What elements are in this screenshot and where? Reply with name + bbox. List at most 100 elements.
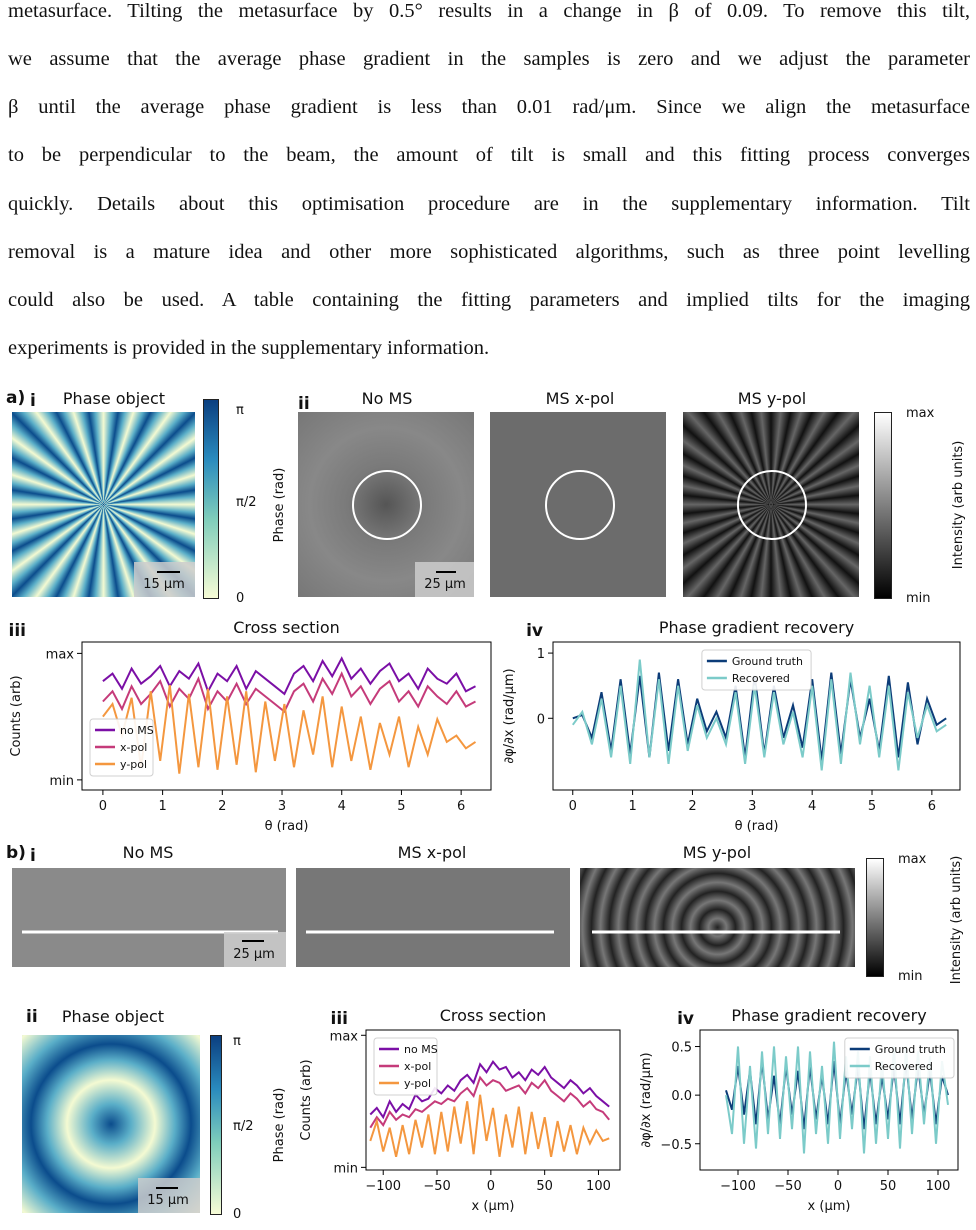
y-axis-label: Counts (arb) xyxy=(9,675,24,756)
panel-label: b) xyxy=(6,843,26,863)
text-line: experiments is provided in the supplemen… xyxy=(8,337,490,359)
legend-label: Ground truth xyxy=(875,1043,946,1056)
image-no-ms xyxy=(298,412,474,597)
x-tick-label: 6 xyxy=(457,799,465,814)
x-tick-label: 50 xyxy=(880,1179,897,1194)
panel-label: iv xyxy=(526,621,543,641)
text-line: to be perpendicular to the beam, the amo… xyxy=(8,144,970,166)
y-tick-label: 0.5 xyxy=(671,1041,692,1056)
text-line: we assume that the average phase gradien… xyxy=(8,48,970,70)
series-line xyxy=(725,1041,949,1154)
series-line xyxy=(369,1075,610,1129)
colorbar-tick-label: 0 xyxy=(236,591,244,606)
colorbar xyxy=(874,412,892,599)
colorbar-tick-label: π/2 xyxy=(236,495,256,510)
image-title: MS y-pol xyxy=(738,389,806,408)
y-tick-label: 0 xyxy=(537,712,545,727)
image-title: No MS xyxy=(123,843,174,862)
y-tick-label: −0.5 xyxy=(660,1138,692,1153)
plot-frame xyxy=(552,641,961,791)
series-line xyxy=(102,671,476,714)
x-tick-label: 0 xyxy=(487,1179,495,1194)
panel-label: iv xyxy=(677,1009,694,1029)
scale-bar-box xyxy=(224,932,286,967)
chart-title: Phase gradient recovery xyxy=(731,1006,926,1025)
x-tick-label: −100 xyxy=(720,1179,756,1194)
colorbar-label: Phase (rad) xyxy=(272,468,287,543)
panel-label: iii xyxy=(331,1009,348,1029)
x-axis-label: x (μm) xyxy=(472,1199,515,1214)
x-tick-label: −50 xyxy=(774,1179,801,1194)
scale-bar-label: 15 μm xyxy=(143,577,185,592)
legend-label: y-pol xyxy=(120,758,147,771)
y-tick-label: max xyxy=(46,647,75,662)
legend-box xyxy=(89,718,154,777)
image-title: MS x-pol xyxy=(546,389,615,408)
scale-bar-box xyxy=(134,562,195,597)
x-tick-label: 100 xyxy=(926,1179,951,1194)
colorbar-tick-label: π xyxy=(236,403,244,418)
legend-label: no MS xyxy=(404,1043,438,1056)
x-tick-label: −100 xyxy=(365,1179,401,1194)
x-tick-label: 5 xyxy=(868,799,876,814)
panel-label: iii xyxy=(9,621,26,641)
legend-label: Recovered xyxy=(875,1060,933,1073)
text-line: β until the average phase gradient is le… xyxy=(8,96,970,118)
colorbar-label: Phase (rad) xyxy=(272,1088,287,1163)
panel-label: i xyxy=(30,391,36,411)
x-axis-label: θ (rad) xyxy=(735,819,779,834)
scale-bar-box xyxy=(415,562,474,597)
series-line xyxy=(369,1094,610,1158)
x-tick-label: 50 xyxy=(536,1179,553,1194)
panel-label: ii xyxy=(298,394,310,414)
scale-bar-label: 25 μm xyxy=(233,947,275,962)
y-tick-label: min xyxy=(49,774,74,789)
circle-marker xyxy=(737,470,807,540)
panel-title: Phase object xyxy=(63,389,165,408)
circle-marker xyxy=(545,470,615,540)
image-y-pol xyxy=(683,412,859,597)
legend-label: Recovered xyxy=(732,672,790,685)
chart-title: Cross section xyxy=(440,1006,547,1025)
x-axis-label: x (μm) xyxy=(808,1199,851,1214)
text-line: removal is a mature idea and other more … xyxy=(8,241,970,263)
colorbar xyxy=(210,1035,222,1215)
scale-bar-label: 15 μm xyxy=(147,1193,189,1208)
legend-box xyxy=(373,1037,438,1096)
y-tick-label: max xyxy=(330,1029,359,1044)
x-tick-label: 3 xyxy=(748,799,756,814)
y-axis-label: ∂φ/∂x (rad/μm) xyxy=(502,668,517,763)
panel-title: Phase object xyxy=(62,1007,164,1026)
text-line: metasurface. Tilting the metasurface by … xyxy=(8,0,970,22)
colorbar-tick-label: π xyxy=(233,1034,241,1049)
colorbar-tick-label: 0 xyxy=(233,1207,241,1222)
colorbar xyxy=(866,858,884,977)
y-tick-label: 0.0 xyxy=(671,1089,692,1104)
x-tick-label: 2 xyxy=(218,799,226,814)
legend-label: Ground truth xyxy=(732,655,803,668)
colorbar-label: Intensity (arb units) xyxy=(949,856,964,985)
image-title: MS x-pol xyxy=(398,843,467,862)
y-tick-label: min xyxy=(333,1161,358,1176)
x-tick-label: 1 xyxy=(628,799,636,814)
image-title: No MS xyxy=(362,389,413,408)
series-line xyxy=(571,659,947,771)
x-axis-label: θ (rad) xyxy=(265,819,309,834)
series-line xyxy=(102,656,476,696)
scale-bar-label: 25 μm xyxy=(424,577,466,592)
plot-frame xyxy=(699,1029,959,1171)
colorbar-tick-label: π/2 xyxy=(233,1119,253,1134)
image-y-pol xyxy=(580,868,855,967)
image-x-pol xyxy=(490,412,666,597)
y-axis-label: ∂φ/∂x (rad/μm) xyxy=(639,1052,654,1147)
scale-bar-box xyxy=(138,1178,200,1213)
plot-frame xyxy=(81,641,492,791)
text-line: quickly. Details about this optimisation… xyxy=(8,193,970,215)
x-tick-label: 4 xyxy=(808,799,816,814)
legend-label: y-pol xyxy=(404,1077,431,1090)
circle-marker xyxy=(352,470,422,540)
x-tick-label: 0 xyxy=(834,1179,842,1194)
image-title: MS y-pol xyxy=(683,843,751,862)
colorbar-label: Intensity (arb units) xyxy=(951,441,966,570)
